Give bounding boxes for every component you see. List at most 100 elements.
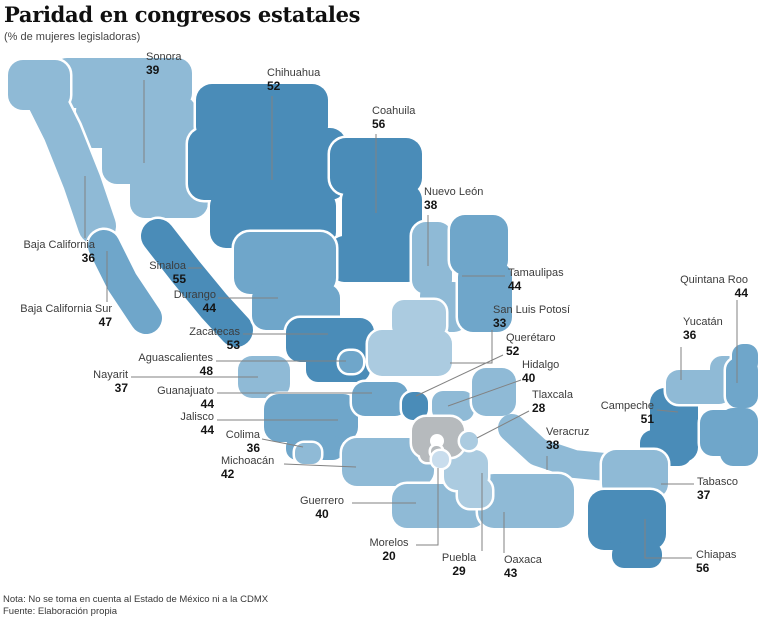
state-label-baja-california-sur: Baja California Sur 47 bbox=[20, 303, 112, 329]
page-title: Paridad en congresos estatales bbox=[4, 2, 361, 27]
state-value: 51 bbox=[640, 412, 654, 426]
state-name: Baja California bbox=[23, 239, 95, 251]
state-value: 20 bbox=[382, 549, 396, 563]
state-value: 43 bbox=[504, 566, 518, 580]
state-value: 44 bbox=[508, 279, 522, 293]
callout-line-campeche bbox=[656, 409, 679, 413]
state-shape-baja-california bbox=[5, 57, 119, 248]
state-name: Puebla bbox=[441, 552, 477, 564]
state-name: Colima bbox=[225, 429, 260, 441]
state-name: Yucatán bbox=[683, 316, 723, 328]
state-name: Tamaulipas bbox=[508, 267, 564, 279]
state-value: 33 bbox=[493, 316, 507, 330]
state-name: Chiapas bbox=[696, 549, 737, 561]
state-value: 55 bbox=[172, 272, 186, 286]
state-label-tamaulipas: Tamaulipas 44 bbox=[508, 267, 564, 293]
state-label-hidalgo: Hidalgo 40 bbox=[522, 359, 559, 385]
state-name: Baja California Sur bbox=[20, 303, 112, 315]
state-name: Sonora bbox=[146, 51, 182, 63]
state-name: Sinaloa bbox=[149, 260, 186, 272]
state-value: 42 bbox=[221, 467, 235, 481]
page-subtitle: (% de mujeres legisladoras) bbox=[4, 31, 141, 43]
callout-line-morelos bbox=[416, 468, 439, 546]
state-label-colima: Colima 36 bbox=[226, 429, 260, 455]
callout-line-tlaxcala bbox=[476, 410, 530, 439]
state-value: 36 bbox=[683, 328, 697, 342]
state-shape-chiapas bbox=[585, 487, 669, 571]
state-value: 36 bbox=[246, 441, 260, 455]
state-label-sonora: Sonora 39 bbox=[146, 51, 181, 77]
state-label-oaxaca: Oaxaca 43 bbox=[504, 554, 542, 580]
state-value: 29 bbox=[452, 564, 466, 578]
state-value: 40 bbox=[315, 507, 329, 521]
state-label-aguascalientes: Aguascalientes 48 bbox=[138, 352, 213, 378]
state-label-baja-california: Baja California 36 bbox=[23, 239, 95, 265]
state-shape-tlaxcala bbox=[457, 429, 481, 453]
state-shape-coahuila bbox=[327, 135, 425, 285]
state-label-jalisco: Jalisco 44 bbox=[180, 411, 214, 437]
state-name: Campeche bbox=[600, 400, 654, 412]
state-label-guanajuato: Guanajuato 44 bbox=[157, 385, 214, 411]
state-shape-guanajuato bbox=[349, 379, 411, 419]
callout-line-colima bbox=[261, 438, 304, 448]
state-label-chiapas: Chiapas 56 bbox=[696, 549, 736, 575]
state-label-morelos: Morelos 20 bbox=[369, 537, 408, 563]
state-name: Veracruz bbox=[546, 426, 590, 438]
state-value: 44 bbox=[200, 397, 214, 411]
state-label-quintana-roo: Quintana Roo 44 bbox=[680, 274, 748, 300]
state-value: 37 bbox=[114, 381, 128, 395]
state-label-durango: Durango 44 bbox=[174, 289, 216, 315]
note-text: Nota: No se toma en cuenta al Estado de … bbox=[3, 594, 269, 605]
callout-line-queretaro bbox=[415, 354, 504, 397]
state-shape-aguascalientes bbox=[336, 348, 366, 376]
state-name: Querétaro bbox=[506, 332, 556, 344]
callout-line-chiapas bbox=[644, 519, 692, 559]
state-value: 39 bbox=[146, 63, 160, 77]
footer: Nota: No se toma en cuenta al Estado de … bbox=[3, 594, 268, 617]
state-name: San Luis Potosí bbox=[493, 304, 571, 316]
state-shape-morelos bbox=[429, 448, 452, 471]
state-label-chihuahua: Chihuahua 52 bbox=[267, 67, 320, 93]
state-label-veracruz: Veracruz 38 bbox=[546, 426, 589, 452]
state-name: Zacatecas bbox=[189, 326, 240, 338]
state-name: Tabasco bbox=[697, 476, 738, 488]
header: Paridad en congresos estatales (% de muj… bbox=[4, 2, 361, 43]
state-value: 36 bbox=[81, 251, 95, 265]
state-shape-oaxaca bbox=[475, 471, 577, 531]
state-name: Oaxaca bbox=[504, 554, 542, 566]
state-value: 52 bbox=[506, 344, 520, 358]
state-label-nuevo-leon: Nuevo León 38 bbox=[424, 186, 483, 212]
state-name: Nayarit bbox=[93, 369, 128, 381]
state-value: 56 bbox=[372, 117, 386, 131]
state-name: Guerrero bbox=[299, 495, 345, 507]
state-name: Guanajuato bbox=[157, 385, 214, 397]
state-name: Morelos bbox=[369, 537, 409, 549]
state-name: Hidalgo bbox=[522, 359, 560, 371]
callout-line-hidalgo bbox=[447, 379, 522, 407]
state-label-queretaro: Querétaro 52 bbox=[506, 332, 556, 358]
state-shape-colima bbox=[292, 440, 324, 467]
state-name: Coahuila bbox=[372, 105, 416, 117]
state-label-sinaloa: Sinaloa 55 bbox=[149, 260, 186, 286]
state-label-san-luis-potosi: San Luis Potosí 33 bbox=[493, 304, 570, 330]
state-label-tlaxcala: Tlaxcala 28 bbox=[532, 389, 573, 415]
state-label-michoacan: Michoacán 42 bbox=[221, 455, 274, 481]
state-label-puebla: Puebla 29 bbox=[442, 552, 476, 578]
state-name: Quintana Roo bbox=[680, 274, 748, 286]
state-shape-tamaulipas bbox=[447, 212, 515, 335]
state-shape-estado-de-mexico bbox=[409, 414, 467, 465]
state-label-coahuila: Coahuila 56 bbox=[372, 105, 415, 131]
state-label-campeche: Campeche 51 bbox=[601, 400, 654, 426]
state-label-yucatan: Yucatán 36 bbox=[683, 316, 723, 342]
state-name: Nuevo León bbox=[424, 186, 484, 198]
state-value: 28 bbox=[532, 401, 546, 415]
state-label-tabasco: Tabasco 37 bbox=[697, 476, 738, 502]
state-value: 52 bbox=[267, 79, 281, 93]
state-name: Durango bbox=[173, 289, 216, 301]
state-value: 37 bbox=[697, 488, 711, 502]
state-value: 53 bbox=[226, 338, 240, 352]
state-shape-puebla bbox=[441, 447, 495, 511]
state-label-nayarit: Nayarit 37 bbox=[93, 369, 128, 395]
